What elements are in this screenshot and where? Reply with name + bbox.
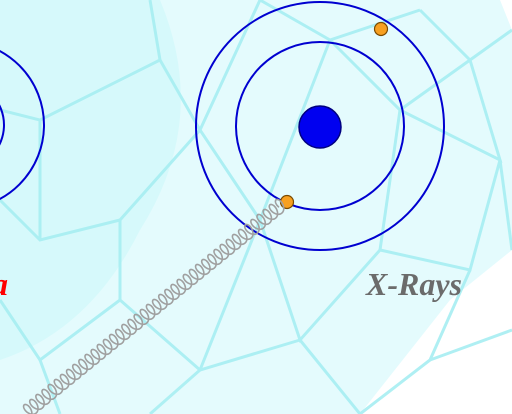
wireframe-shaded-dome: [0, 0, 181, 360]
inner-orbit: [235, 41, 405, 211]
outer-orbit: [195, 1, 445, 251]
nucleus: [298, 105, 342, 149]
right-atom: [195, 1, 445, 251]
x-rays-label: X-Rays: [366, 266, 462, 302]
left-atom: [0, 50, 45, 200]
left-atom-inner-orbit: [0, 104, 5, 146]
left-label-fragment: a: [0, 268, 8, 300]
outer-electron: [373, 21, 389, 37]
left-atom-outer-orbit: [0, 50, 45, 200]
inner-electron: [279, 194, 295, 210]
photon-wave: [22, 198, 285, 414]
